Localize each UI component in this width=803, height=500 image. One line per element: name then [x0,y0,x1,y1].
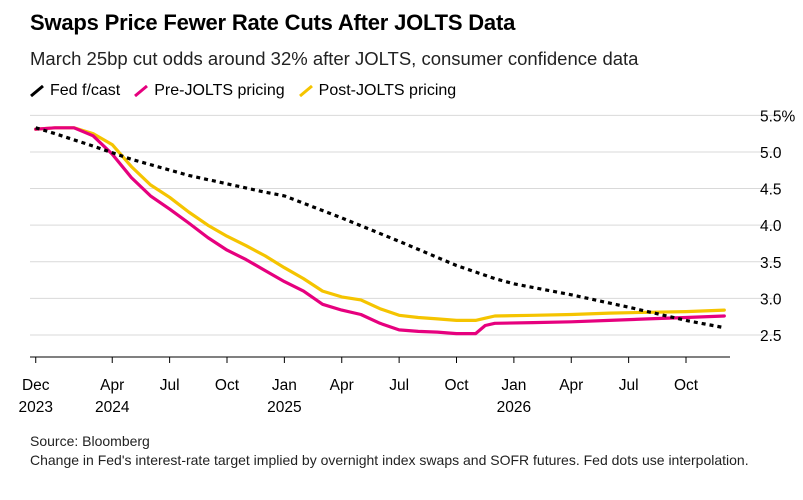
y-tick-label: 3.0 [760,291,782,308]
x-tick-year-label: 2026 [497,399,531,416]
legend-label-fed-forecast: Fed f/cast [50,82,121,99]
line-chart: 5.5% 5.0 4.5 4.0 3.5 3.0 2.5 Dec 2023 Apr 2024 Jul O… [18,108,796,416]
x-tick-year-label: 2025 [267,399,301,416]
series-line-pre-jolts [34,126,726,336]
x-tick-label: Apr [559,377,583,394]
y-tick-label: 4.0 [760,218,782,235]
x-tick-label: Oct [444,377,469,394]
source-note: Source: Bloomberg [30,433,150,449]
legend-swatch-fed-forecast [30,85,44,97]
legend-item-post-jolts: Post-JOLTS pricing [298,82,457,100]
chart-subtitle: March 25bp cut odds around 32% after JOL… [30,48,639,69]
y-tick-label: 5.0 [760,145,782,162]
x-tick-label: Jan [272,377,297,394]
y-tick-label: 5.5% [760,108,796,125]
x-tick-label: Apr [100,377,124,394]
x-tick-label: Apr [330,377,354,394]
x-tick-label: Jan [501,377,526,394]
x-tick-label: Dec [22,377,50,394]
chart-title: Swaps Price Fewer Rate Cuts After JOLTS … [30,10,516,35]
legend-label-pre-jolts: Pre-JOLTS pricing [154,82,285,99]
x-tick-label: Jul [389,377,409,394]
legend-swatch-post-jolts [298,85,313,97]
series-line-fed-forecast [35,126,725,330]
y-tick-label: 2.5 [760,328,782,345]
footnote: Change in Fed's interest-rate target imp… [30,452,749,468]
x-tick-label: Oct [674,377,699,394]
x-tick-year-label: 2023 [18,399,52,416]
legend-item-fed-forecast: Fed f/cast [30,82,120,100]
legend-label-post-jolts: Post-JOLTS pricing [318,82,457,99]
x-tick-label: Jul [160,377,180,394]
x-tick-year-label: 2024 [95,399,130,416]
x-tick-label: Jul [619,377,639,394]
legend-swatch-pre-jolts [134,85,149,97]
chart-legend: Fed f/cast Pre-JOLTS pricing Post-JOLTS … [30,82,470,100]
y-tick-label: 4.5 [760,182,782,199]
series-line-post-jolts [34,126,726,322]
y-tick-label: 3.5 [760,255,782,272]
x-tick-label: Oct [215,377,240,394]
legend-item-pre-jolts: Pre-JOLTS pricing [134,82,285,100]
